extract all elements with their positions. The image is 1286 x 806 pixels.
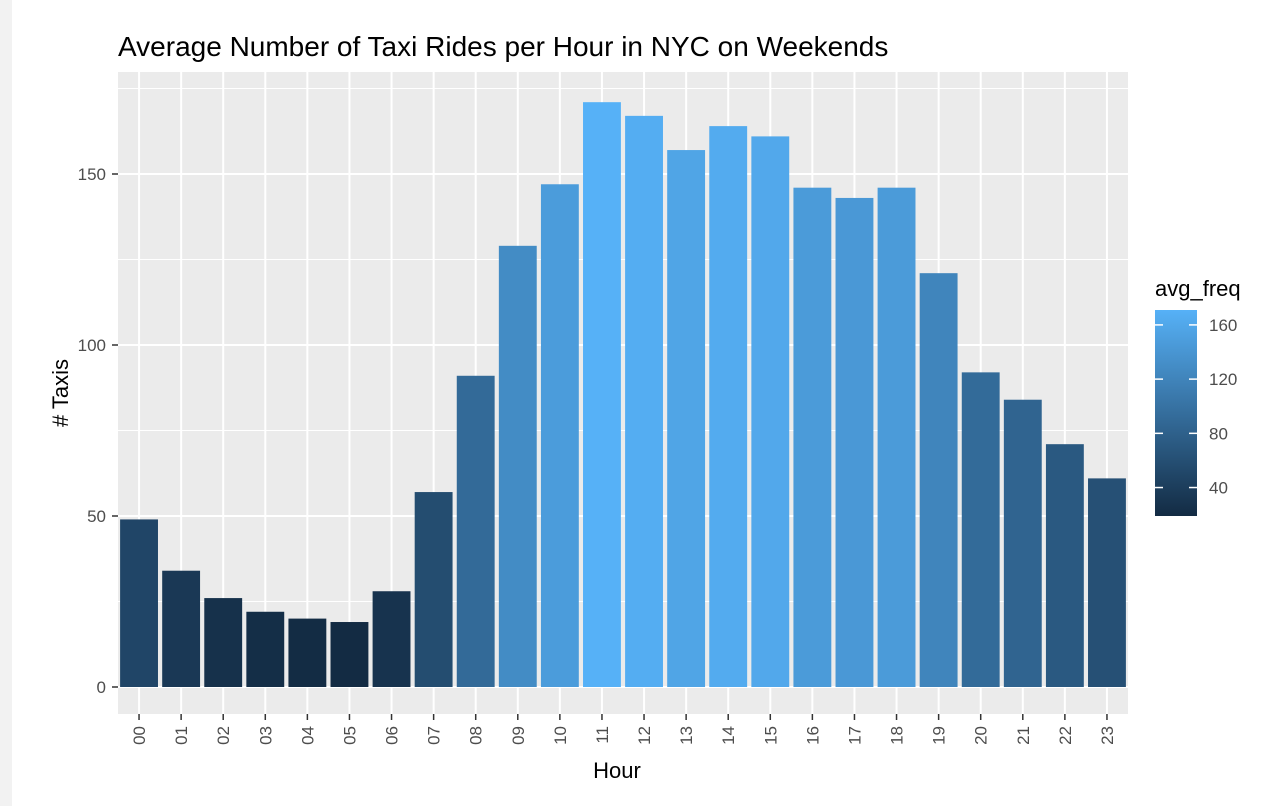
y-tick-label: 100 — [78, 336, 106, 355]
x-tick-label: 07 — [425, 726, 444, 745]
legend-tick-label: 80 — [1209, 424, 1228, 443]
y-axis: 0 50 100 150 — [78, 165, 118, 697]
x-tick-label: 01 — [172, 726, 191, 745]
x-tick-label: 02 — [214, 726, 233, 745]
x-tick-label: 05 — [340, 726, 359, 745]
bar-23 — [1088, 478, 1126, 687]
legend-colorbar — [1155, 310, 1197, 516]
bar-20 — [961, 372, 1000, 687]
x-tick-label: 23 — [1098, 726, 1117, 745]
x-tick-label: 14 — [719, 726, 738, 745]
x-axis: 00 01 02 03 04 05 06 07 08 09 10 11 12 13 14 15 16 17 18 19… — [130, 714, 1117, 745]
plot-card: Average Number of Taxi Rides per Hour in… — [12, 0, 1286, 806]
bar-05 — [330, 622, 369, 687]
y-axis-title: # Taxis — [48, 359, 73, 427]
x-tick-label: 15 — [761, 726, 780, 745]
bar-17 — [835, 197, 874, 687]
bar-13 — [667, 150, 706, 687]
y-tick-label: 150 — [78, 165, 106, 184]
x-tick-label: 10 — [551, 726, 570, 745]
bar-15 — [751, 136, 790, 687]
legend-tick-label: 160 — [1209, 316, 1237, 335]
bar-21 — [1003, 399, 1042, 687]
x-tick-label: 08 — [467, 726, 486, 745]
legend-tick-label: 120 — [1209, 370, 1237, 389]
x-tick-label: 11 — [593, 726, 612, 744]
x-tick-label: 21 — [1014, 726, 1033, 745]
plot-panel — [118, 72, 1128, 714]
legend-title: avg_freq — [1155, 276, 1241, 301]
x-tick-label: 04 — [298, 726, 317, 745]
x-tick-label: 19 — [930, 726, 949, 745]
x-tick-label: 00 — [130, 726, 149, 745]
bar-09 — [498, 245, 537, 687]
x-tick-label: 16 — [803, 726, 822, 745]
bar-chart: Average Number of Taxi Rides per Hour in… — [48, 31, 1241, 783]
y-tick-label: 50 — [87, 507, 106, 526]
bar-10 — [540, 184, 579, 687]
x-tick-label: 03 — [256, 726, 275, 745]
bar-19 — [919, 273, 958, 687]
bar-07 — [414, 492, 453, 687]
bar-16 — [793, 187, 832, 687]
x-tick-label: 20 — [972, 726, 991, 745]
bar-03 — [246, 611, 285, 687]
bar-08 — [456, 375, 495, 687]
minor-gridlines — [118, 88, 1128, 602]
bar-11 — [583, 102, 621, 688]
x-axis-title: Hour — [593, 758, 641, 783]
x-tick-label: 09 — [509, 726, 528, 745]
y-tick-label: 0 — [97, 678, 106, 697]
bar-00 — [120, 519, 158, 687]
chart-title: Average Number of Taxi Rides per Hour in… — [118, 31, 888, 62]
bar-12 — [625, 115, 663, 688]
bar-22 — [1045, 444, 1084, 687]
bar-01 — [162, 570, 201, 687]
bar-06 — [372, 591, 411, 687]
bars — [120, 102, 1126, 688]
bar-14 — [709, 126, 748, 688]
x-tick-label: 18 — [888, 726, 907, 745]
x-tick-label: 12 — [635, 726, 654, 745]
bar-04 — [288, 618, 327, 687]
x-tick-label: 22 — [1056, 726, 1075, 745]
legend-tick-label: 40 — [1209, 479, 1228, 498]
bar-02 — [204, 598, 243, 687]
x-tick-label: 17 — [845, 726, 864, 745]
bar-18 — [877, 187, 916, 687]
legend: avg_freq 40 80 120 160 — [1155, 276, 1241, 516]
legend-ticks: 40 80 120 160 — [1155, 316, 1237, 498]
x-tick-label: 13 — [677, 726, 696, 745]
x-tick-label: 06 — [383, 726, 402, 745]
